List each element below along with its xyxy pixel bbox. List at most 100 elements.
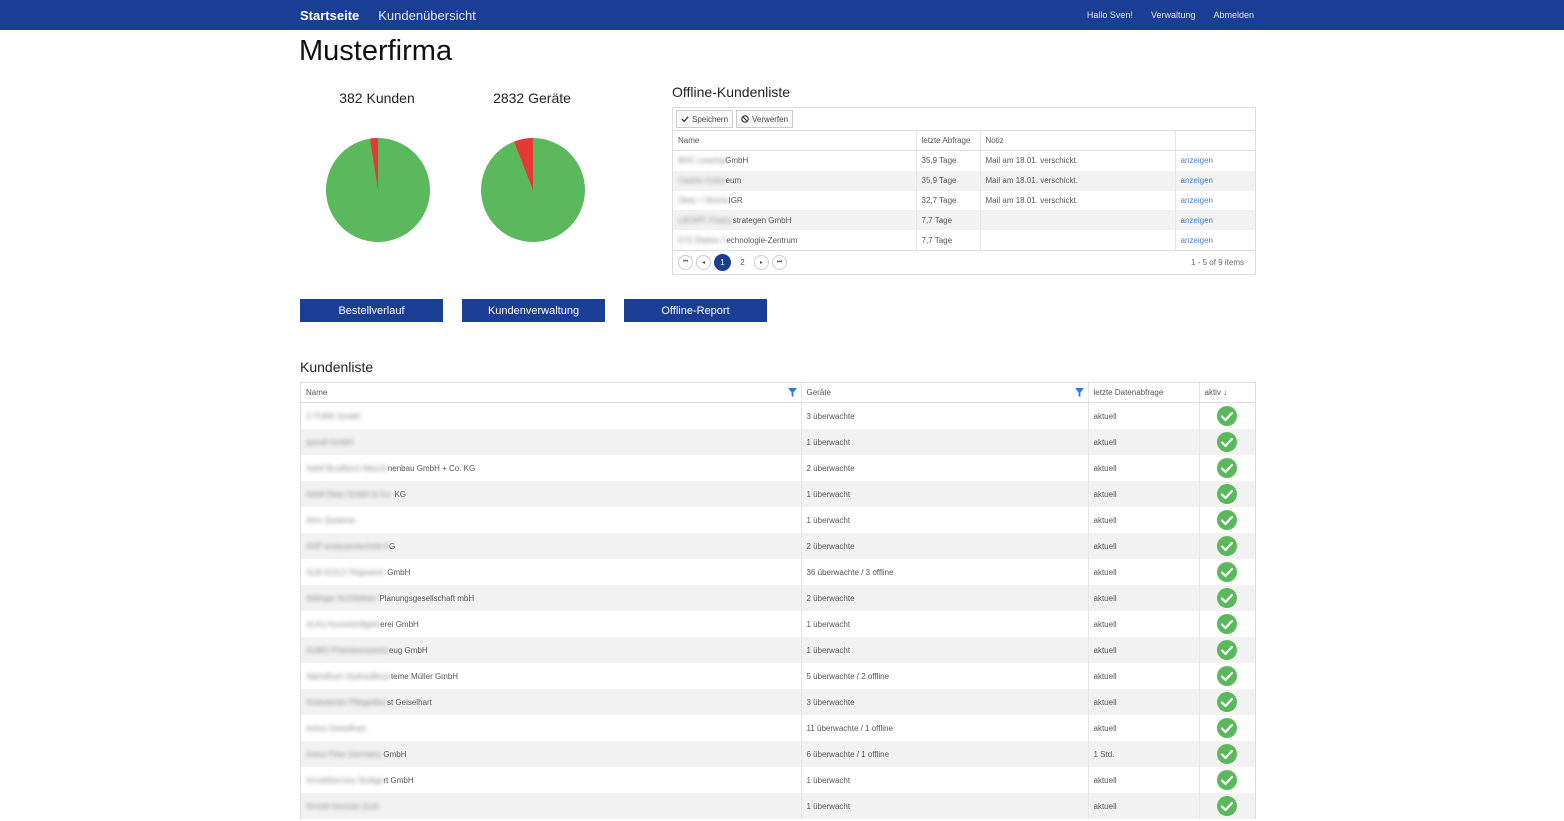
table-row[interactable]: BHC LeasingGmbH 35,9 Tage Mail am 18.01.… [673, 150, 1255, 171]
nav-customer-overview-link[interactable]: Kundenübersicht [378, 7, 476, 23]
last-data-query: aktuell [1087, 559, 1199, 585]
prev-page-button[interactable]: ◂ [696, 254, 711, 270]
table-row[interactable]: Casino Coloseum 35,9 Tage Mail am 18.01.… [673, 170, 1255, 191]
table-row[interactable]: Adolf Brodbeck Maschinenbau GmbH + Co. K… [301, 455, 1255, 481]
table-row[interactable]: Aldinger Architekten Planungsgesellschaf… [301, 585, 1255, 611]
table-row[interactable]: Dietz + RocheIGR 32,7 Tage Mail am 18.01… [673, 190, 1255, 211]
check-circle-icon [1217, 614, 1238, 634]
check-circle-icon [1217, 718, 1238, 738]
customer-name: echnologie-Zentrum [726, 235, 798, 245]
note[interactable] [979, 210, 1175, 231]
nav-admin-link[interactable]: Verwaltung [1150, 10, 1196, 20]
column-header-name[interactable]: Name [301, 383, 801, 403]
last-data-query: aktuell [1087, 455, 1199, 481]
offline-report-button[interactable]: Offline-Report [624, 299, 767, 322]
customer-name: GmbH [725, 156, 749, 166]
order-history-button[interactable]: Bestellverlauf [300, 299, 443, 322]
last-page-button[interactable]: ⏭ [772, 254, 787, 270]
column-header-devices-label: Geräte [806, 388, 831, 397]
device-count: 1 überwacht [800, 793, 1088, 819]
note[interactable]: Mail am 18.01. verschickt. [979, 190, 1175, 211]
customer-name-redacted: ALWO Präzisionswerkz [306, 645, 389, 655]
note[interactable] [979, 230, 1175, 250]
customer-name: IGR [728, 195, 743, 205]
table-row[interactable]: AHP analysentechnik AG 2 überwachte aktuel… [301, 533, 1255, 559]
table-row[interactable]: apsoft GmbH 1 überwacht aktuell [301, 429, 1255, 455]
active-cell [1198, 559, 1255, 585]
customer-table-header: Name Geräte letzte Datenabfrage aktiv ↓ [301, 383, 1255, 403]
check-circle-icon [1217, 536, 1238, 556]
table-row[interactable]: 2-TORK GmbH 3 überwachte aktuell [301, 402, 1255, 429]
customer-count: 382 Kunden [339, 90, 415, 106]
column-header-devices[interactable]: Geräte [800, 383, 1088, 403]
table-row[interactable]: ALKU Kunststoffgießerei GmbH 1 überwacht a… [301, 611, 1255, 637]
table-row[interactable]: ALWO Präzisionswerkzeug GmbH 1 überwacht a… [301, 637, 1255, 663]
last-data-query: aktuell [1087, 585, 1199, 611]
customer-name-redacted: Anton Paar Germany [306, 749, 384, 759]
offline-table-header: Name letzte Abfrage Notiz [673, 131, 1255, 151]
active-cell [1198, 793, 1255, 819]
customer-name: eum [725, 176, 742, 186]
active-cell [1198, 585, 1255, 611]
next-page-button[interactable]: ▸ [754, 254, 769, 270]
table-row[interactable]: Alno Systeme 1 überwacht aktuell [301, 507, 1255, 533]
last-data-query: aktuell [1087, 481, 1199, 507]
customer-name-redacted: ETZ Elektro T [678, 235, 727, 245]
table-row[interactable]: ALB-GOLD Teigwaren GmbH 36 überwachte / 3… [301, 559, 1255, 585]
show-link[interactable]: anzeigen [1180, 195, 1213, 205]
device-count: 1 überwacht [800, 507, 1088, 533]
customer-name-redacted: Adolf Dietz GmbH & Co. [306, 489, 393, 499]
active-cell [1198, 767, 1255, 793]
note[interactable]: Mail am 18.01. verschickt. [979, 170, 1175, 191]
last-data-query: aktuell [1087, 611, 1199, 637]
customer-name: erei GmbH [380, 619, 419, 629]
column-header-name[interactable]: Name [673, 131, 916, 151]
column-header-last-query[interactable]: letzte Abfrage [915, 131, 980, 151]
first-page-button[interactable]: ⏮ [678, 254, 693, 270]
note[interactable]: Mail am 18.01. verschickt. [979, 150, 1175, 171]
customer-name: KG [392, 489, 407, 499]
offline-table: Name letzte Abfrage Notiz BHC LeasingGmb… [673, 131, 1255, 250]
column-header-last-data-query[interactable]: letzte Datenabfrage [1087, 383, 1199, 403]
table-row[interactable]: Ambulanter Pflegedienst Geiselhart 3 über… [301, 689, 1255, 715]
column-header-active[interactable]: aktiv ↓ [1198, 383, 1255, 403]
filter-icon[interactable] [1074, 388, 1084, 397]
table-row[interactable]: Alphaflush Hydrauliksysteme Müller GmbH 5… [301, 663, 1255, 689]
user-greeting[interactable]: Hallo Sven! [1086, 10, 1133, 20]
filter-icon[interactable] [787, 388, 797, 397]
show-link[interactable]: anzeigen [1180, 176, 1213, 186]
column-header-note[interactable]: Notiz [979, 131, 1175, 151]
table-row[interactable]: LIEOPF Finanzstrategen GmbH 7,7 Tage anz… [673, 210, 1255, 231]
table-row[interactable]: Adolf Dietz GmbH & Co. KG 1 überwacht aktu… [301, 481, 1255, 507]
last-data-query: aktuell [1087, 715, 1199, 741]
nav-home-link[interactable]: Startseite [300, 7, 360, 23]
save-button-label: Speichern [692, 114, 729, 124]
device-count: 1 überwacht [800, 611, 1088, 637]
check-circle-icon [1217, 562, 1238, 582]
device-count: 36 überwachte / 3 offline [800, 559, 1088, 585]
customer-name-redacted: Arnold Gerüste Zuck [306, 801, 380, 811]
last-query: 7,7 Tage [915, 210, 980, 231]
table-row[interactable]: ArnoldService Stuttgart GmbH 1 überwacht a… [301, 767, 1255, 793]
show-link[interactable]: anzeigen [1180, 235, 1213, 245]
table-row[interactable]: Anton Paar Germany GmbH 6 überwachte / 1 … [301, 741, 1255, 767]
table-row[interactable]: Arnold Gerüste Zuck 1 überwacht aktuell [301, 793, 1255, 819]
last-data-query: aktuell [1087, 793, 1199, 819]
discard-button[interactable]: Verwerfen [736, 110, 794, 128]
page-number-button[interactable]: 1 [714, 253, 731, 271]
table-row[interactable]: ETZ Elektro Technologie-Zentrum 7,7 Tage… [673, 230, 1255, 250]
table-row[interactable]: Anton Geiselhart 11 überwachte / 1 offlin… [301, 715, 1255, 741]
customer-management-button[interactable]: Kundenverwaltung [462, 299, 605, 322]
show-link[interactable]: anzeigen [1180, 215, 1213, 225]
page-number-button[interactable]: 2 [740, 257, 745, 267]
discard-button-label: Verwerfen [752, 114, 789, 124]
customer-name-redacted: ALB-GOLD Teigwaren [306, 567, 388, 577]
nav-right: Hallo Sven! Verwaltung Abmelden [1087, 0, 1254, 30]
show-link[interactable]: anzeigen [1180, 156, 1213, 166]
nav-logout-link[interactable]: Abmelden [1213, 10, 1254, 20]
offline-toolbar: Speichern Verwerfen [673, 108, 1255, 131]
active-cell [1198, 455, 1255, 481]
customer-name-redacted: 2-TORK GmbH [306, 411, 361, 421]
last-data-query: aktuell [1087, 689, 1199, 715]
save-button[interactable]: Speichern [676, 110, 734, 128]
